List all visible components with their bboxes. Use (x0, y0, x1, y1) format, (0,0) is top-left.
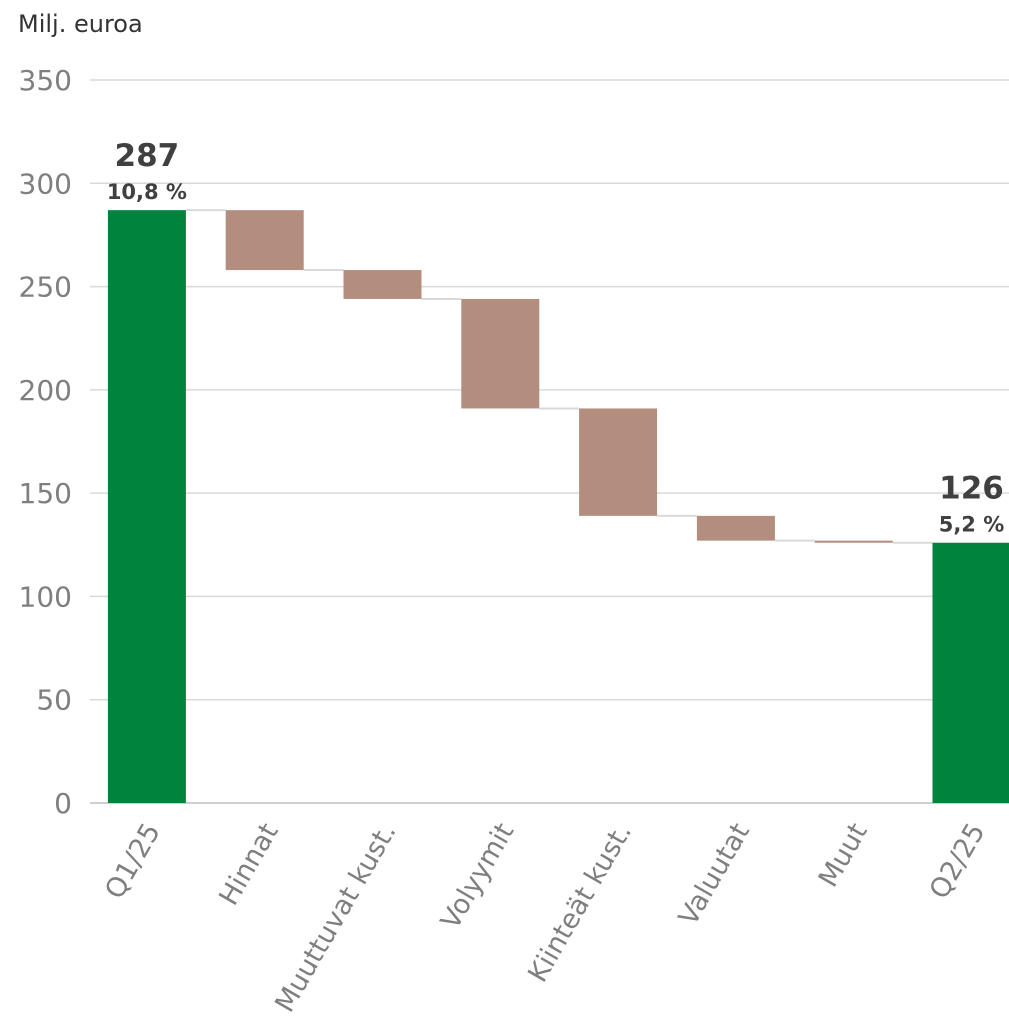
y-tick-label: 100 (19, 580, 72, 613)
x-tick-label: Muuttuvat kust. (269, 818, 402, 1018)
y-tick-label: 0 (54, 787, 72, 820)
y-tick-label: 200 (19, 374, 72, 407)
y-tick-label: 50 (36, 684, 72, 717)
data-label: 126 (939, 471, 1004, 507)
y-tick-label: 150 (19, 477, 72, 510)
change-bar (697, 516, 775, 541)
x-tick-label: Kiinteät kust. (522, 818, 638, 988)
change-bar (226, 210, 304, 270)
change-bar (461, 299, 539, 408)
x-tick-label: Hinnat (213, 818, 284, 911)
y-tick-label: 250 (19, 271, 72, 304)
x-tick-label: Q1/25 (99, 818, 167, 904)
x-tick-label: Valuutat (673, 818, 756, 931)
y-tick-label: 350 (19, 64, 72, 97)
x-tick-label: Muut (813, 818, 874, 892)
total-bar (108, 210, 186, 803)
x-tick-label: Q2/25 (924, 818, 992, 904)
y-tick-label: 300 (19, 167, 72, 200)
change-bar (579, 408, 657, 515)
unit-label: Milj. euroa (18, 10, 143, 38)
x-tick-label: Volyymit (435, 818, 520, 935)
data-sublabel: 5,2 % (939, 513, 1005, 537)
data-label: 287 (115, 138, 180, 174)
change-bar (815, 541, 893, 543)
data-sublabel: 10,8 % (107, 180, 187, 204)
total-bar (933, 543, 1009, 803)
change-bar (344, 270, 422, 299)
